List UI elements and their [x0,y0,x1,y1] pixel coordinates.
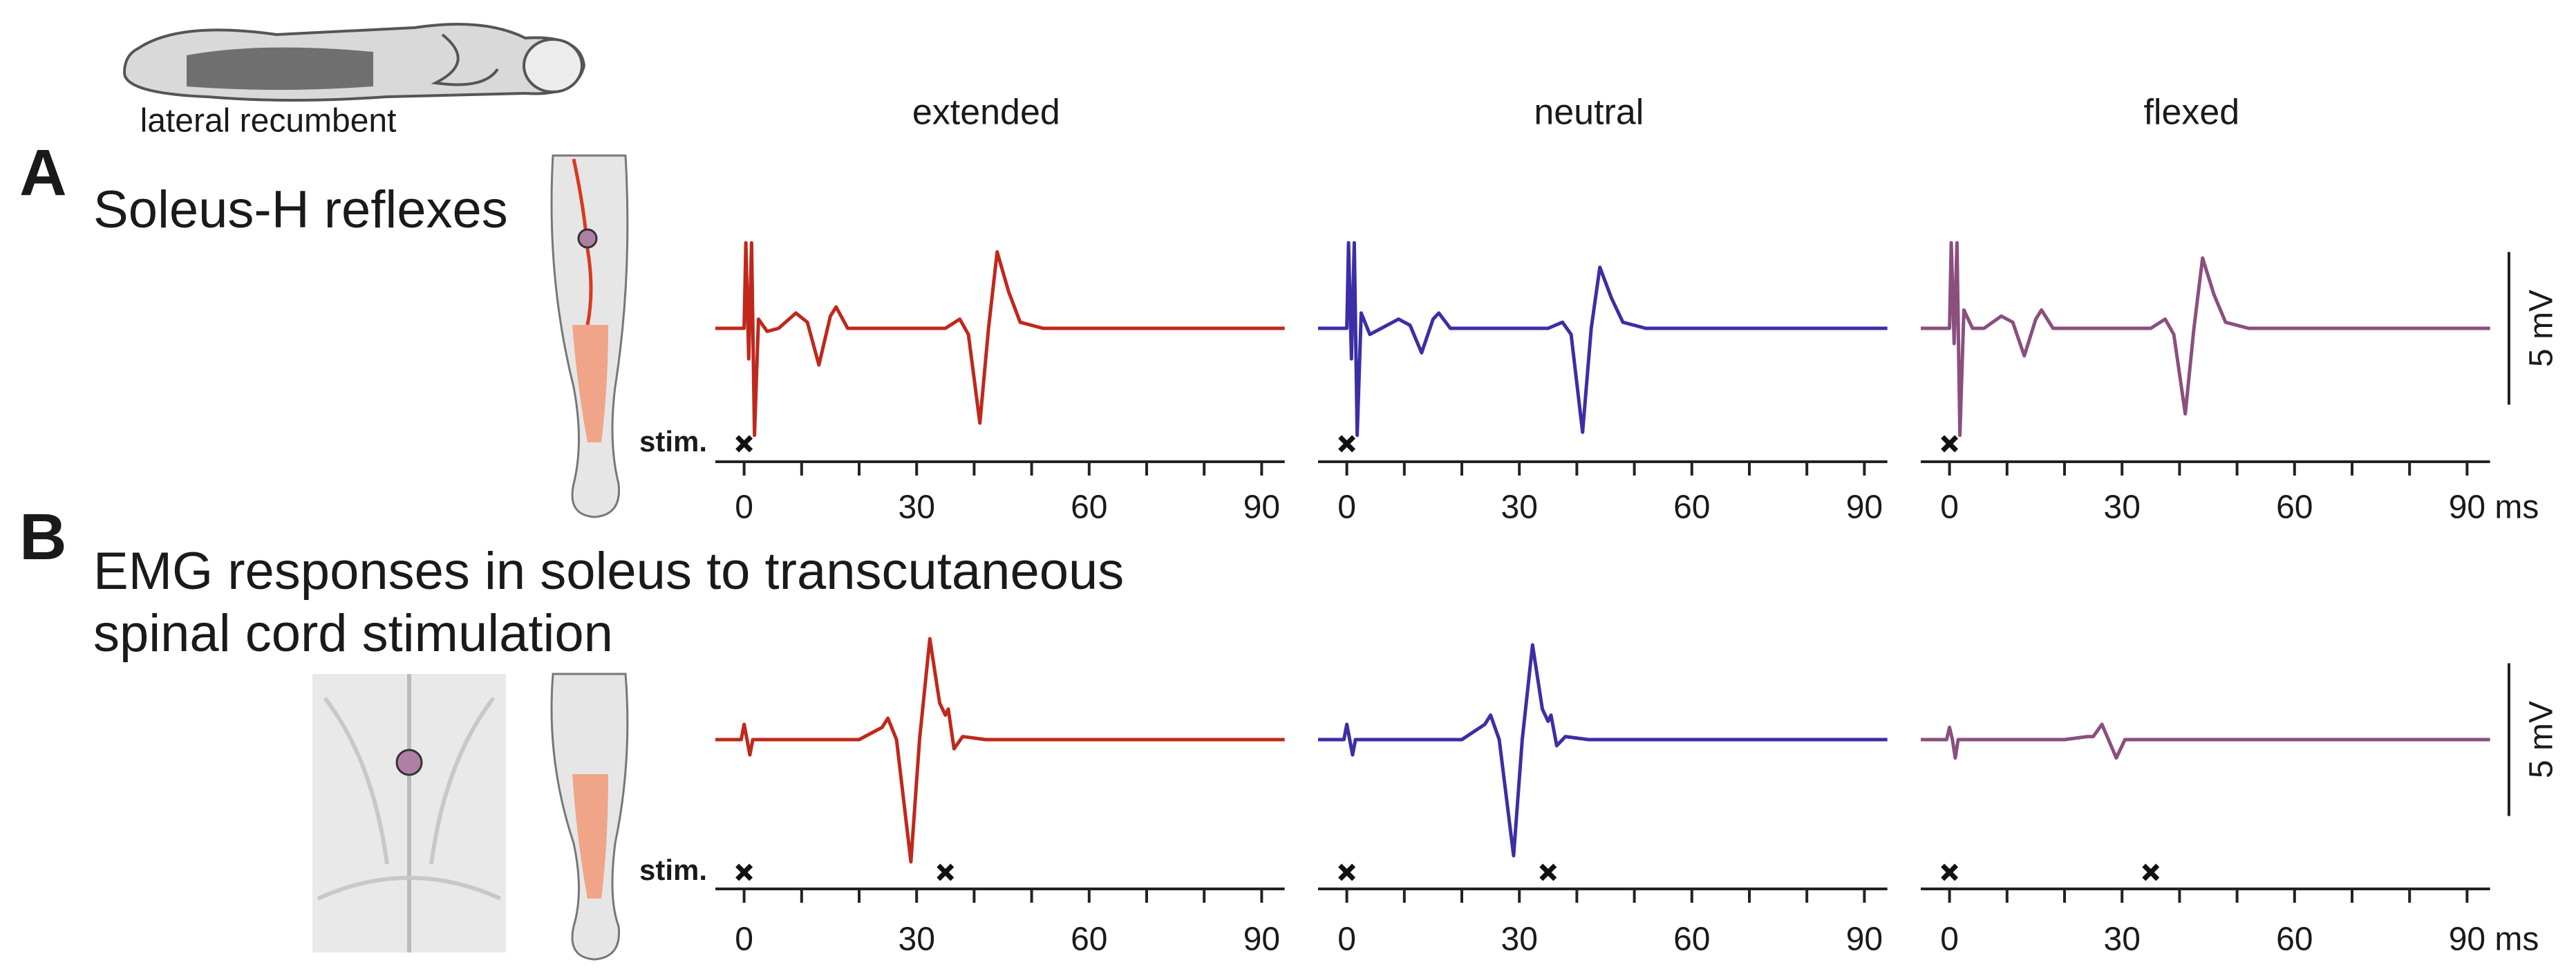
stim-cross [1941,435,1959,453]
stim-cross [2142,863,2160,881]
x-tick-label: 30 [1501,489,1538,526]
emg-trace [715,241,1285,438]
x-tick-label: 0 [1940,489,1959,526]
x-tick-label: 60 [1673,921,1710,958]
x-tick-label: 90 [2449,489,2485,526]
stim-marker [2142,863,2160,881]
x-tick-label: 90 [1846,489,1883,526]
emg-trace [1318,643,1888,858]
stim-cross [735,863,753,881]
stim-marker [1941,863,1959,881]
row-title: spinal cord stimulation [93,604,613,663]
stim-marker [735,863,753,881]
column-title: extended [912,93,1060,133]
stim-label: stim. [639,854,707,886]
lateral-recumbent-illustration [122,23,586,102]
stim-cross [937,863,955,881]
x-tick-label: 60 [1673,489,1710,526]
stim-marker [735,435,753,453]
x-tick-label: 90 [2449,921,2485,958]
stim-label: stim. [639,425,707,458]
x-tick-label: 30 [2104,921,2141,958]
x-tick-label: 60 [2276,921,2313,958]
x-tick-label: 0 [735,489,753,526]
column-title: neutral [1534,93,1644,133]
x-tick-label: 90 [1243,921,1280,958]
row-title: EMG responses in soleus to transcutaneou… [93,542,1124,601]
x-tick-label: 30 [1501,921,1538,958]
stim-marker [1338,863,1356,881]
stim-marker [1539,863,1557,881]
x-tick-label: 60 [1071,921,1107,958]
column-title: flexed [2143,93,2239,133]
stim-cross [1338,863,1356,881]
x-unit: ms [2494,489,2539,526]
x-tick-label: 60 [2276,489,2313,526]
x-tick-label: 90 [1846,921,1883,958]
emg-trace [1921,722,2490,760]
x-tick-label: 0 [735,921,753,958]
x-tick-label: 0 [1337,489,1356,526]
row-title: Soleus-H reflexes [93,180,508,239]
stim-marker [1338,435,1356,453]
x-tick-label: 0 [1337,921,1356,958]
panel-letter: A [19,136,67,209]
emg-trace [1921,241,2490,438]
x-tick-label: 0 [1940,921,1959,958]
leg-illustration [550,673,629,961]
stim-cross [1338,435,1356,453]
scale-bar-label: 5 mV [2523,701,2560,778]
back-illustration [312,674,506,952]
illustration-label: lateral recumbent [140,103,397,140]
stim-marker [937,863,955,881]
x-tick-label: 30 [2104,489,2141,526]
scale-bar-label: 5 mV [2523,290,2560,367]
stim-cross [1941,863,1959,881]
panel-letter: B [19,500,67,574]
x-tick-label: 30 [899,921,935,958]
stim-cross [735,435,753,453]
x-tick-label: 60 [1071,489,1107,526]
stim-cross [1539,863,1557,881]
stim-marker [1941,435,1959,453]
leg-illustration [550,154,629,518]
x-tick-label: 30 [899,489,935,526]
emg-trace [715,637,1285,864]
x-tick-label: 90 [1243,489,1280,526]
x-unit: ms [2494,921,2539,958]
emg-trace [1318,241,1888,438]
